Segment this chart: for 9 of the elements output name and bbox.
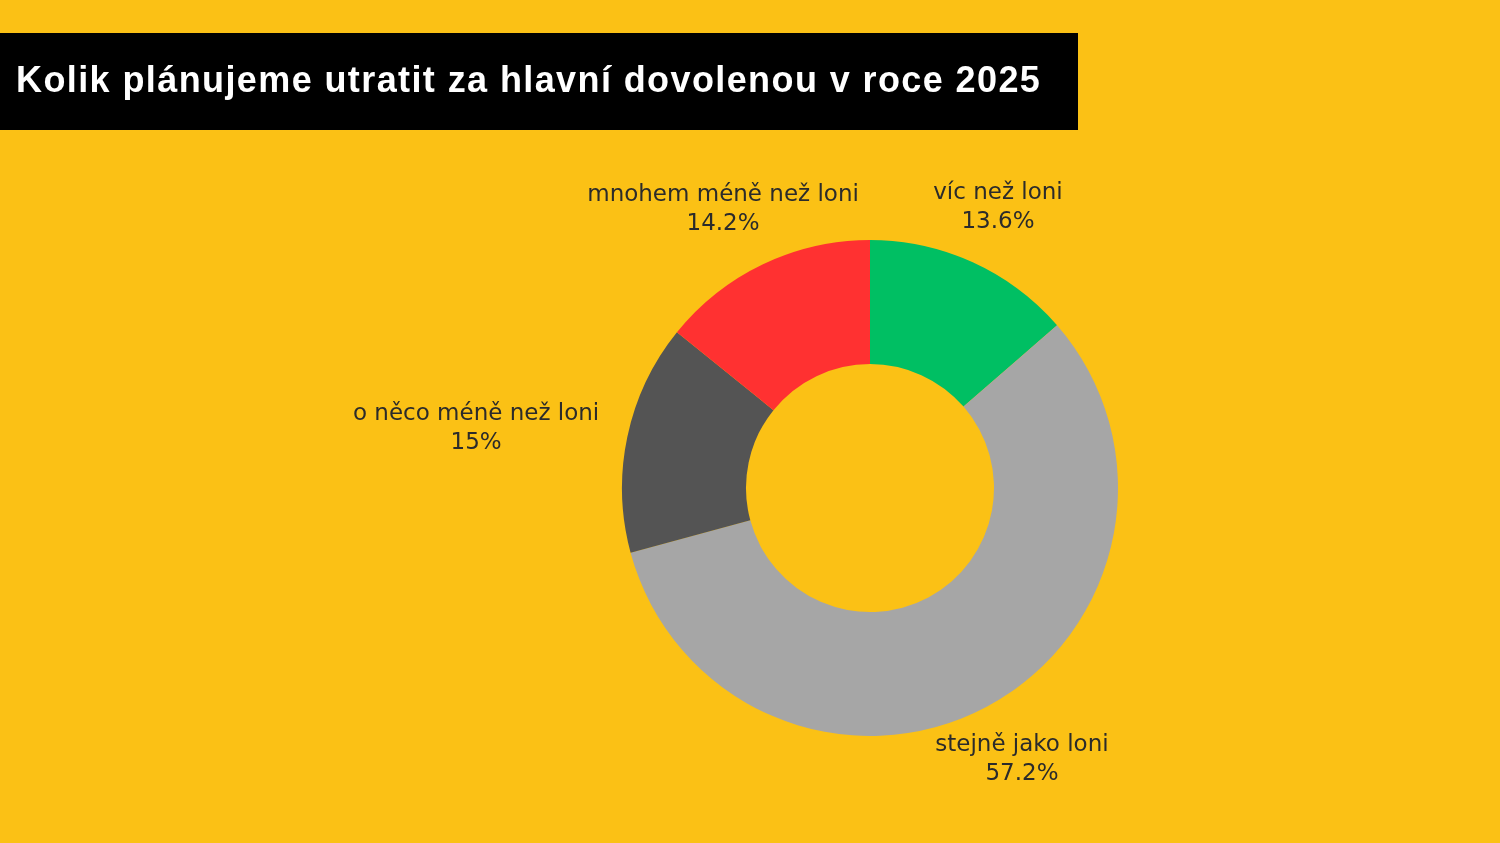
slice-label: mnohem méně než loni (587, 180, 859, 207)
slice-label: stejně jako loni (935, 729, 1109, 756)
chart-title: Kolik plánujeme utratit za hlavní dovolenou v roce 2025 (0, 33, 1078, 130)
data-label: 15% (450, 428, 502, 455)
slice-label: o něco méně než loni (352, 399, 600, 426)
data-label: 14.2% (686, 209, 760, 236)
slice-label: víc než loni (933, 177, 1063, 204)
data-label: 13.6% (961, 206, 1035, 233)
data-label: 57.2% (985, 758, 1059, 785)
